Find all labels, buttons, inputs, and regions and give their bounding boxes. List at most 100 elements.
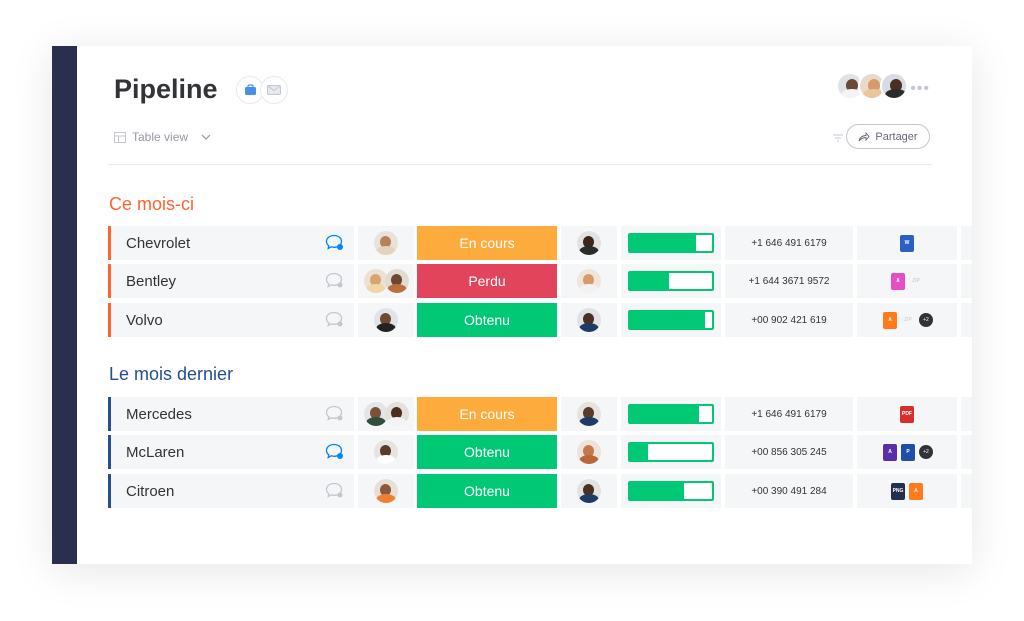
phone-cell[interactable]: +00 856 305 245 xyxy=(725,435,853,469)
status-cell[interactable]: Obtenu xyxy=(417,303,557,337)
person-cell[interactable] xyxy=(358,435,414,469)
status-label: En cours xyxy=(459,406,515,422)
zip-file-icon[interactable]: ZIP xyxy=(912,278,920,284)
status-cell[interactable]: Obtenu xyxy=(417,474,557,508)
files-cell[interactable]: W xyxy=(857,226,957,260)
files-cell[interactable]: PDF xyxy=(857,397,957,431)
owner-cell[interactable] xyxy=(561,397,617,431)
extra-column-cell[interactable] xyxy=(961,397,972,431)
file-icon[interactable]: A xyxy=(883,443,897,461)
extra-column-cell[interactable] xyxy=(961,474,972,508)
files-cell[interactable]: A ZIP +2 xyxy=(857,303,957,337)
progress-cell[interactable] xyxy=(621,303,721,337)
status-cell[interactable]: En cours xyxy=(417,397,557,431)
item-name-cell[interactable]: Chevrolet xyxy=(108,226,354,260)
phone-number: +00 902 421 619 xyxy=(751,314,827,326)
item-name-cell[interactable]: Mercedes xyxy=(108,397,354,431)
page-title: Pipeline xyxy=(114,74,218,104)
progress-cell[interactable] xyxy=(621,264,721,298)
owner-cell[interactable] xyxy=(561,303,617,337)
file-icon[interactable]: PDF xyxy=(900,405,914,423)
zip-file-icon[interactable]: ZIP xyxy=(904,317,912,323)
status-cell[interactable]: En cours xyxy=(417,226,557,260)
filter-icon[interactable] xyxy=(832,130,844,148)
progress-bar xyxy=(628,233,714,253)
phone-number: +00 390 491 284 xyxy=(751,485,827,497)
person-cell[interactable] xyxy=(358,474,414,508)
progress-cell[interactable] xyxy=(621,435,721,469)
progress-bar xyxy=(628,481,714,501)
status-cell[interactable]: Obtenu xyxy=(417,435,557,469)
progress-fill xyxy=(630,312,706,328)
mail-icon[interactable] xyxy=(260,76,288,104)
owner-cell[interactable] xyxy=(561,435,617,469)
progress-fill xyxy=(630,235,696,251)
chat-icon[interactable] xyxy=(325,482,344,504)
status-cell[interactable]: Perdu xyxy=(417,264,557,298)
extra-column-cell[interactable] xyxy=(961,226,972,260)
more-files-badge[interactable]: +2 xyxy=(919,445,933,459)
phone-number: +1 644 3671 9572 xyxy=(748,275,830,287)
file-icon[interactable]: PNG xyxy=(891,482,905,500)
owner-cell[interactable] xyxy=(561,264,617,298)
item-name-cell[interactable]: McLaren xyxy=(108,435,354,469)
person-cell[interactable] xyxy=(358,397,414,431)
status-label: Obtenu xyxy=(464,444,510,460)
file-icon[interactable]: A xyxy=(909,482,923,500)
person-cell[interactable] xyxy=(358,303,414,337)
share-icon xyxy=(858,131,870,141)
person-avatar xyxy=(363,402,388,426)
item-name: Volvo xyxy=(126,311,163,329)
item-name: Citroen xyxy=(126,482,175,500)
chat-icon[interactable] xyxy=(325,234,344,256)
phone-number: +1 646 491 6179 xyxy=(751,408,827,420)
item-name-cell[interactable]: Citroen xyxy=(108,474,354,508)
chat-icon[interactable] xyxy=(325,443,344,465)
phone-cell[interactable]: +00 902 421 619 xyxy=(725,303,853,337)
person-avatar xyxy=(374,479,398,503)
chat-icon[interactable] xyxy=(325,311,344,333)
item-name-cell[interactable]: Volvo xyxy=(108,303,354,337)
file-icon[interactable]: A xyxy=(883,311,897,329)
person-cell[interactable] xyxy=(358,226,414,260)
owner-cell[interactable] xyxy=(561,474,617,508)
progress-cell[interactable] xyxy=(621,397,721,431)
person-avatar xyxy=(384,402,409,426)
progress-cell[interactable] xyxy=(621,474,721,508)
header-divider xyxy=(108,164,932,165)
person-cell[interactable] xyxy=(358,264,414,298)
item-name: Mercedes xyxy=(126,405,192,423)
chat-icon[interactable] xyxy=(325,405,344,427)
progress-bar xyxy=(628,404,714,424)
phone-cell[interactable]: +00 390 491 284 xyxy=(725,474,853,508)
extra-column-cell[interactable] xyxy=(961,264,972,298)
status-label: Obtenu xyxy=(464,483,510,499)
item-name: Bentley xyxy=(126,272,177,290)
progress-bar xyxy=(628,271,714,291)
files-cell[interactable]: A P +2 xyxy=(857,435,957,469)
files-cell[interactable]: PNG A xyxy=(857,474,957,508)
view-selector[interactable]: Table view xyxy=(114,130,212,144)
phone-cell[interactable]: +1 644 3671 9572 xyxy=(725,264,853,298)
group-title[interactable]: Le mois dernier xyxy=(109,364,234,384)
file-icon[interactable]: W xyxy=(900,234,914,252)
extra-column-cell[interactable] xyxy=(961,303,972,337)
file-icon[interactable]: X xyxy=(891,272,905,290)
board-members[interactable] xyxy=(836,72,908,100)
chat-icon[interactable] xyxy=(325,272,344,294)
file-icon[interactable]: P xyxy=(901,443,915,461)
more-options-icon[interactable]: ••• xyxy=(910,80,930,97)
files-cell[interactable]: X ZIP xyxy=(857,264,957,298)
group-title[interactable]: Ce mois-ci xyxy=(109,194,195,214)
share-button[interactable]: Partager xyxy=(846,124,930,149)
progress-cell[interactable] xyxy=(621,226,721,260)
phone-cell[interactable]: +1 646 491 6179 xyxy=(725,226,853,260)
item-name-cell[interactable]: Bentley xyxy=(108,264,354,298)
status-label: En cours xyxy=(459,235,515,251)
more-files-badge[interactable]: +2 xyxy=(919,313,933,327)
owner-cell[interactable] xyxy=(561,226,617,260)
person-avatar xyxy=(577,308,601,332)
workspace-icon[interactable] xyxy=(236,76,264,104)
phone-cell[interactable]: +1 646 491 6179 xyxy=(725,397,853,431)
extra-column-cell[interactable] xyxy=(961,435,972,469)
